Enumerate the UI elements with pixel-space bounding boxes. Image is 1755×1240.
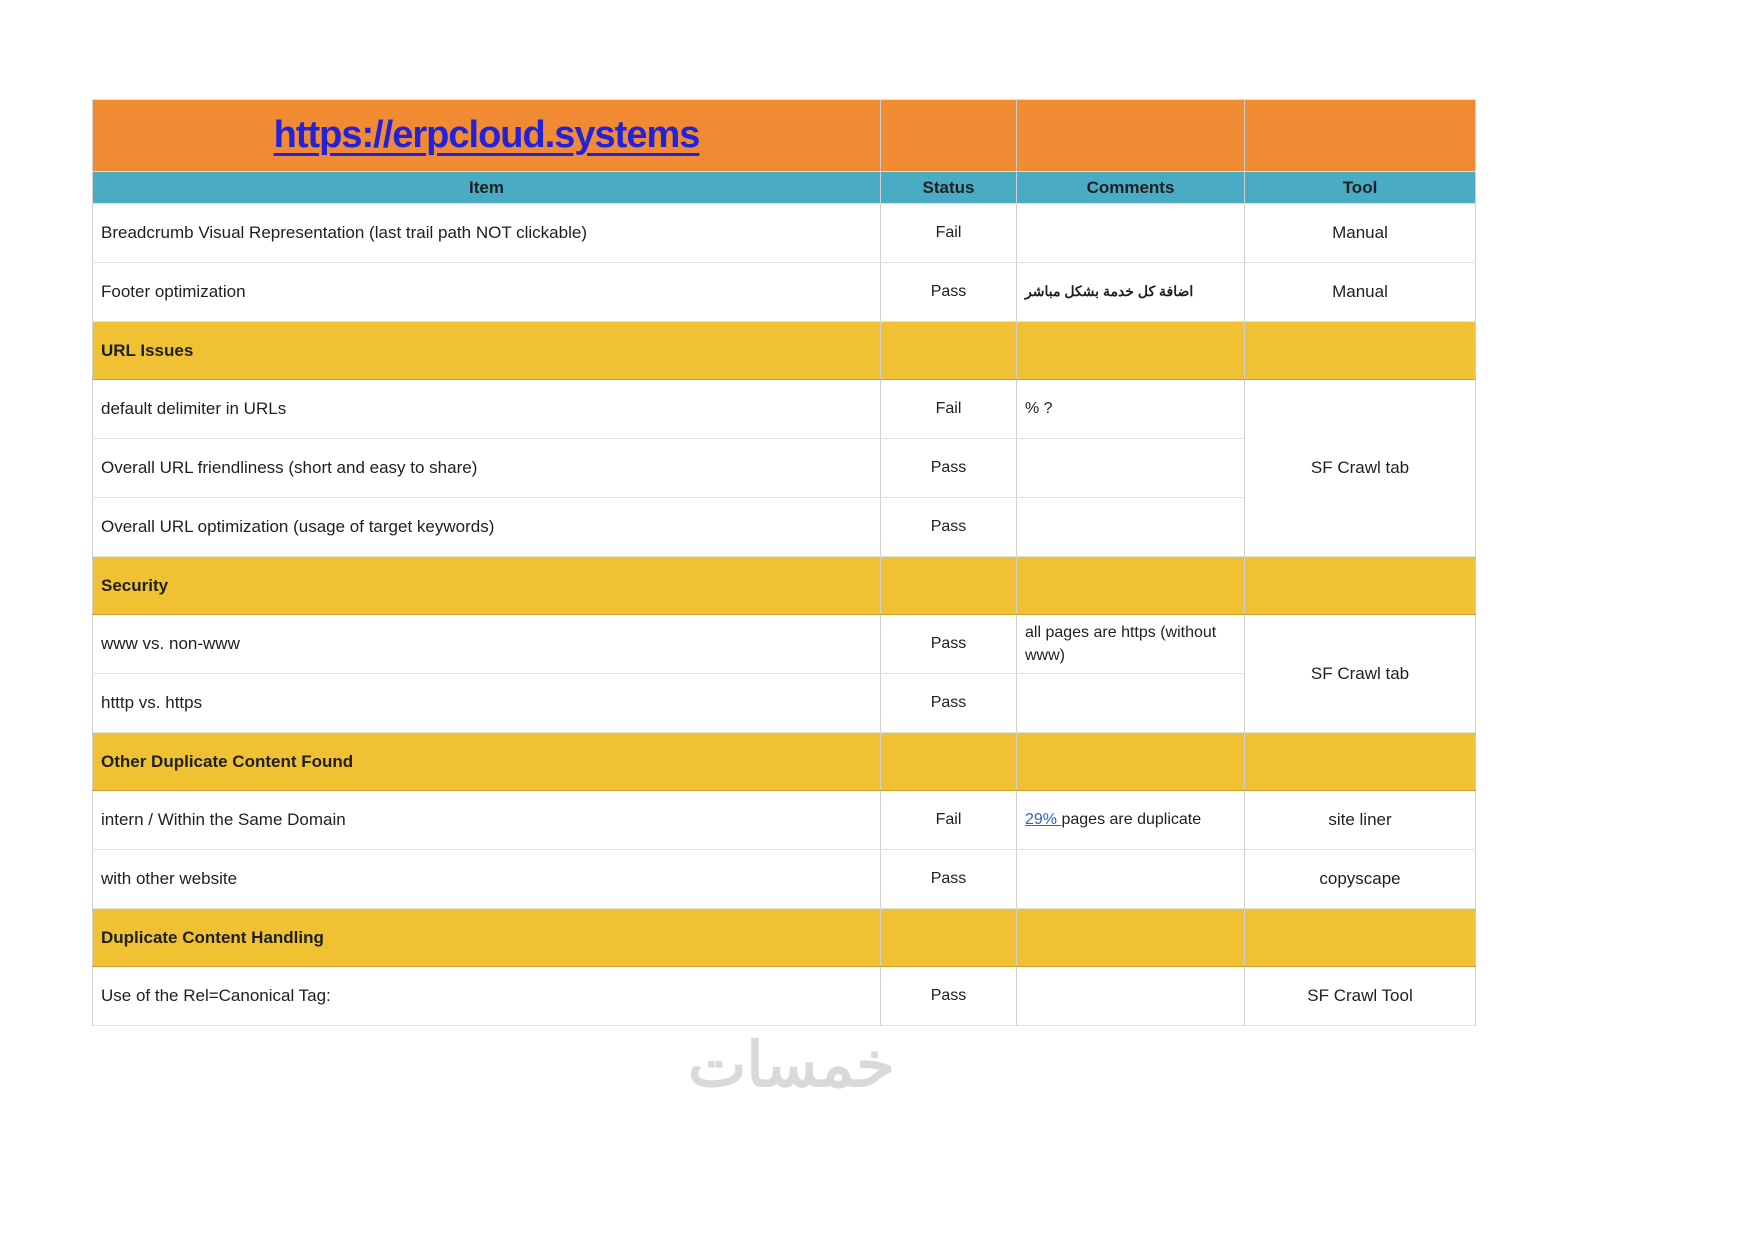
section-status-cell xyxy=(880,732,1017,791)
status-badge: Fail xyxy=(880,790,1017,850)
tool-cell: SF Crawl Tool xyxy=(1244,966,1476,1026)
item-label: Overall URL optimization (usage of targe… xyxy=(92,497,881,557)
column-header-comments: Comments xyxy=(1016,171,1245,204)
title-spacer-status xyxy=(880,99,1017,172)
section-status-cell xyxy=(880,556,1017,615)
comment-text: pages are duplicate xyxy=(1061,811,1202,829)
status-badge: Fail xyxy=(880,203,1017,263)
table-row: htttp vs. https Pass xyxy=(92,673,1476,733)
table-row: with other website Pass copyscape xyxy=(92,849,1476,909)
section-comments-cell xyxy=(1016,556,1245,615)
title-cell: https://erpcloud.systems xyxy=(92,99,881,172)
section-title: Security xyxy=(92,556,881,615)
tool-cell: copyscape xyxy=(1244,849,1476,909)
status-badge: Pass xyxy=(880,966,1017,1026)
section-row: Duplicate Content Handling xyxy=(92,908,1476,967)
status-badge: Fail xyxy=(880,379,1017,439)
column-header-row: Item Status Comments Tool xyxy=(92,171,1476,204)
table-row: Footer optimization Pass اضافة كل خدمة بشك… xyxy=(92,262,1476,322)
status-badge: Pass xyxy=(880,673,1017,733)
comment-text: % ? xyxy=(1025,400,1053,418)
table-row: intern / Within the Same Domain Fail 29% p… xyxy=(92,790,1476,850)
comment-text: اضافة كل خدمة بشكل مباشر xyxy=(1025,283,1194,300)
item-label: intern / Within the Same Domain xyxy=(92,790,881,850)
section-tool-cell xyxy=(1244,732,1476,791)
comment-cell: % ? xyxy=(1016,379,1245,439)
item-label: Breadcrumb Visual Representation (last t… xyxy=(92,203,881,263)
section-status-cell xyxy=(880,321,1017,380)
site-link[interactable]: https://erpcloud.systems xyxy=(273,114,701,156)
item-label: Footer optimization xyxy=(92,262,881,322)
table-row: default delimiter in URLs Fail % ? SF Crawl… xyxy=(92,379,1476,557)
section-title: Other Duplicate Content Found xyxy=(92,732,881,791)
comment-cell xyxy=(1016,497,1245,557)
title-spacer-comments xyxy=(1016,99,1245,172)
status-badge: Pass xyxy=(880,438,1017,498)
title-row: https://erpcloud.systems xyxy=(92,99,1476,172)
item-label: Overall URL friendliness (short and easy… xyxy=(92,438,881,498)
table-row: www vs. non-www Pass all pages are https (… xyxy=(92,614,1476,733)
item-label: htttp vs. https xyxy=(92,673,881,733)
khamsat-watermark: خمسات xyxy=(688,1031,895,1100)
status-badge: Pass xyxy=(880,614,1017,674)
section-title: Duplicate Content Handling xyxy=(92,908,881,967)
seo-audit-table: https://erpcloud.systems Item Status Com… xyxy=(92,99,1476,1026)
comment-cell xyxy=(1016,966,1245,1026)
tool-cell: Manual xyxy=(1244,262,1476,322)
item-label: Use of the Rel=Canonical Tag: xyxy=(92,966,881,1026)
section-row: Other Duplicate Content Found xyxy=(92,732,1476,791)
tool-cell: Manual xyxy=(1244,203,1476,263)
comment-cell: اضافة كل خدمة بشكل مباشر xyxy=(1016,262,1245,322)
table-row: Overall URL optimization (usage of targe… xyxy=(92,497,1476,557)
column-header-status: Status xyxy=(880,171,1017,204)
status-badge: Pass xyxy=(880,849,1017,909)
item-label: with other website xyxy=(92,849,881,909)
column-header-tool: Tool xyxy=(1244,171,1476,204)
table-row: Breadcrumb Visual Representation (last t… xyxy=(92,203,1476,263)
comment-cell xyxy=(1016,438,1245,498)
comment-cell: all pages are https (without www) xyxy=(1016,614,1245,674)
section-comments-cell xyxy=(1016,321,1245,380)
comment-cell xyxy=(1016,849,1245,909)
table-body: Breadcrumb Visual Representation (last t… xyxy=(92,203,1476,1026)
item-label: www vs. non-www xyxy=(92,614,881,674)
table-row: Overall URL friendliness (short and easy… xyxy=(92,438,1476,498)
comment-cell xyxy=(1016,673,1245,733)
section-tool-cell xyxy=(1244,321,1476,380)
section-title: URL Issues xyxy=(92,321,881,380)
comment-cell xyxy=(1016,203,1245,263)
item-label: default delimiter in URLs xyxy=(92,379,881,439)
section-tool-cell xyxy=(1244,908,1476,967)
table-row: Use of the Rel=Canonical Tag: Pass SF Craw… xyxy=(92,966,1476,1026)
tool-cell: site liner xyxy=(1244,790,1476,850)
section-row: Security xyxy=(92,556,1476,615)
section-row: URL Issues xyxy=(92,321,1476,380)
status-badge: Pass xyxy=(880,497,1017,557)
section-status-cell xyxy=(880,908,1017,967)
comment-percentage-link[interactable]: 29% xyxy=(1025,811,1062,829)
tool-cell: SF Crawl tab xyxy=(1244,614,1476,733)
comment-cell: 29% pages are duplicate xyxy=(1016,790,1245,850)
title-spacer-tool xyxy=(1244,99,1476,172)
section-comments-cell xyxy=(1016,908,1245,967)
tool-cell: SF Crawl tab xyxy=(1244,379,1476,557)
comment-text: all pages are https (without www) xyxy=(1025,623,1217,664)
section-comments-cell xyxy=(1016,732,1245,791)
section-tool-cell xyxy=(1244,556,1476,615)
column-header-item: Item xyxy=(92,171,881,204)
status-badge: Pass xyxy=(880,262,1017,322)
